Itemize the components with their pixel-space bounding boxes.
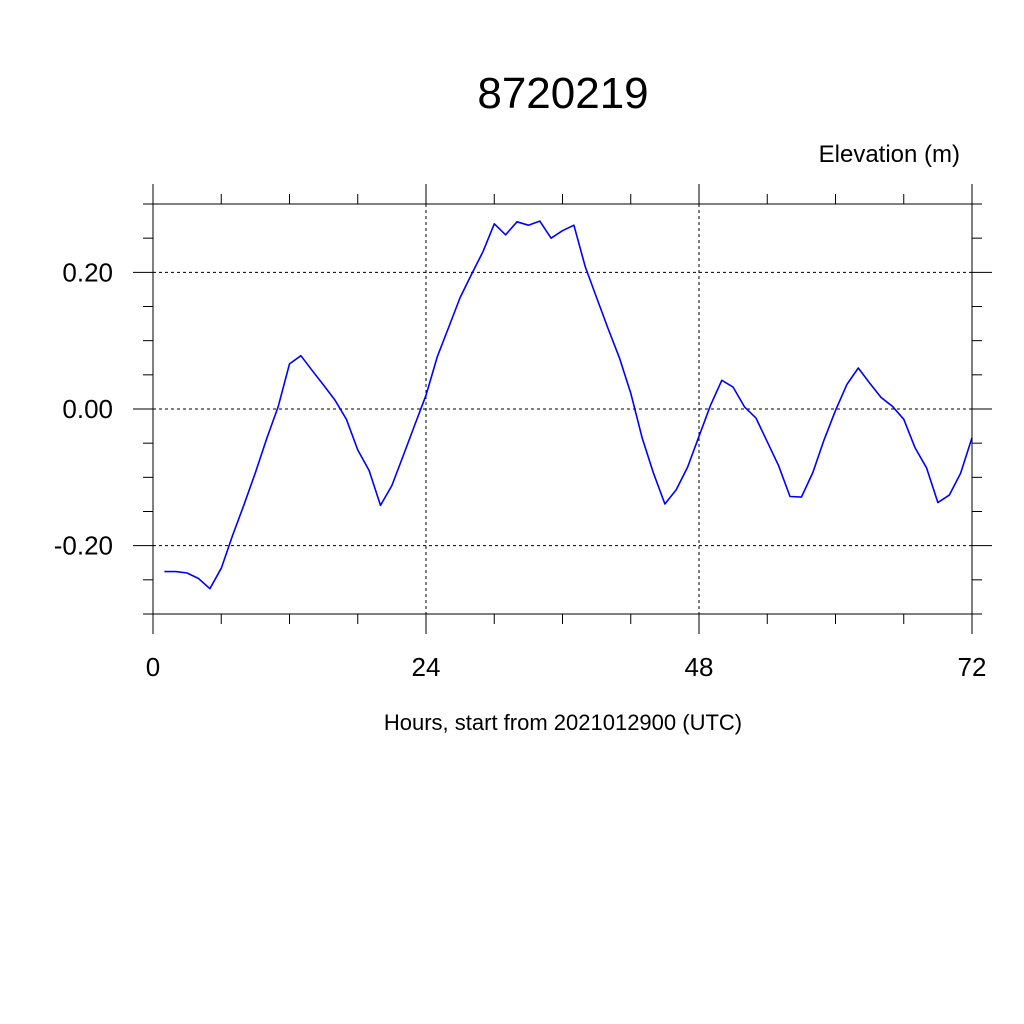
y-tick-label: 0.00 <box>62 394 113 424</box>
axis-ticks <box>133 184 992 634</box>
tick-labels: 0 24 48 72 -0.20 0.00 0.20 <box>54 257 987 682</box>
y-axis-label: Elevation (m) <box>819 141 960 168</box>
y-tick-label: -0.20 <box>54 531 113 561</box>
chart-title: 8720219 <box>477 69 648 118</box>
x-tick-label: 72 <box>958 652 987 682</box>
y-tick-label: 0.20 <box>62 257 113 287</box>
x-axis-label: Hours, start from 2021012900 (UTC) <box>384 710 742 735</box>
series-line <box>164 220 973 590</box>
plot-frame <box>152 203 973 615</box>
x-tick-label: 24 <box>412 652 441 682</box>
x-tick-label: 48 <box>685 652 714 682</box>
grid <box>153 204 972 614</box>
x-tick-label: 0 <box>146 652 160 682</box>
series-layer <box>164 220 973 590</box>
